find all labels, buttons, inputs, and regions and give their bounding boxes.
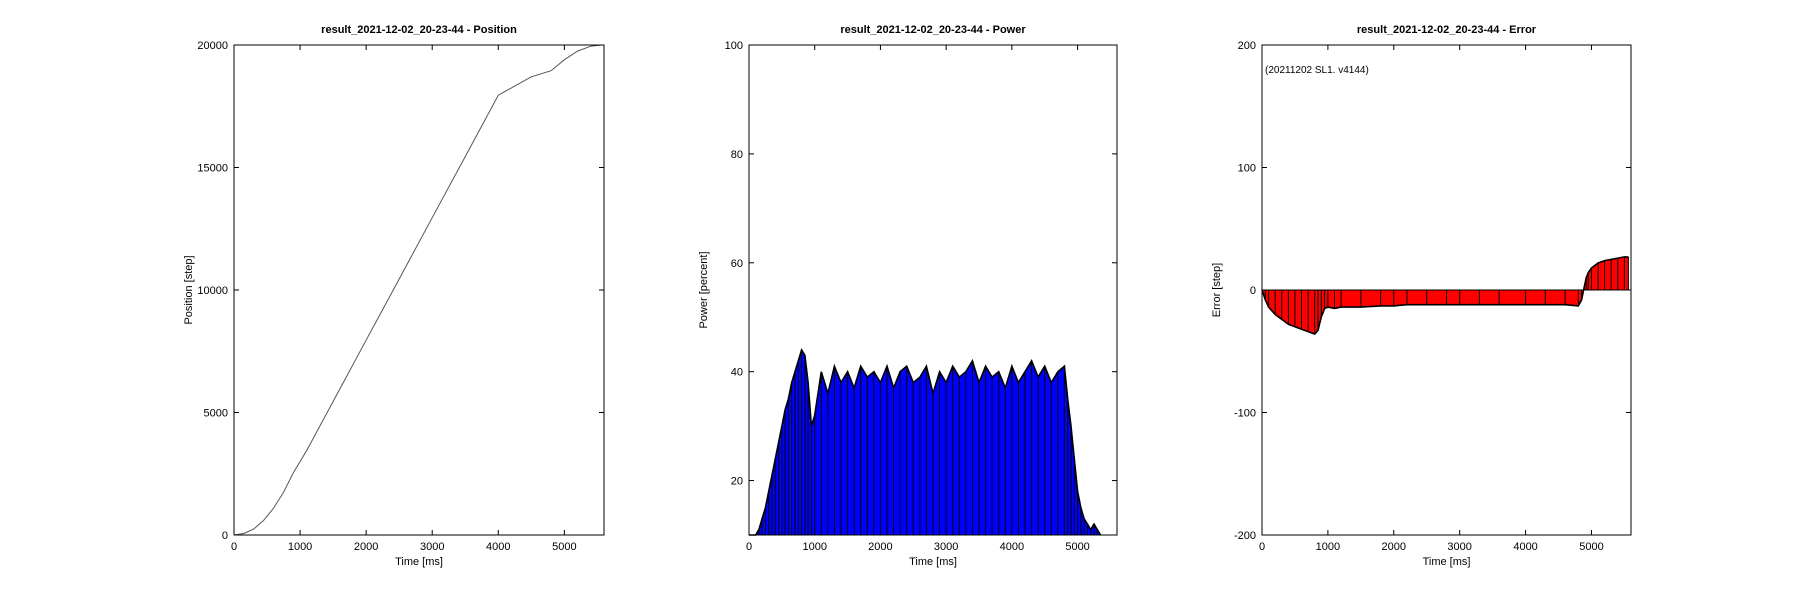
error-y-axis-label: Error [step]: [1211, 263, 1223, 317]
power-x-axis-label: Time [ms]: [909, 556, 957, 568]
power-y-tick-label: 20: [731, 476, 743, 488]
power-y-tick-label: 100: [725, 40, 743, 52]
error-y-tick-label: 200: [1238, 40, 1256, 52]
error-chart-title: result_2021-12-02_20-23-44 - Error: [1357, 24, 1537, 36]
power-chart-title: result_2021-12-02_20-23-44 - Power: [840, 24, 1026, 36]
error-area-edge: [1261, 256, 1629, 336]
power-y-tick-label: 60: [731, 258, 743, 270]
position-y-tick-label: 20000: [197, 40, 228, 52]
error-x-tick-label: 1000: [1316, 541, 1340, 553]
power-axes-box: [748, 44, 1118, 536]
error-chart: 0 1000 2000 3000 4000 5000 -200 -100 0 100 200 resu…: [1211, 24, 1632, 568]
power-area-fill: [749, 349, 1101, 535]
position-series-line: [233, 44, 602, 536]
position-chart: 0 1000 2000 3000 4000 5000 0 5000 10000 15000 2000…: [183, 24, 605, 568]
power-x-tick-label: 4000: [1000, 541, 1024, 553]
position-y-tick-label: 0: [222, 530, 228, 542]
error-x-tick-label: 2000: [1382, 541, 1406, 553]
error-y-tick-label: -100: [1234, 408, 1256, 420]
power-area-edge: [749, 347, 1102, 536]
position-x-tick-label: 4000: [486, 541, 510, 553]
position-x-tick-label: 3000: [420, 541, 444, 553]
position-x-tick-label: 2000: [354, 541, 378, 553]
power-y-axis-label: Power [percent]: [698, 251, 710, 328]
error-x-axis-label: Time [ms]: [1423, 556, 1471, 568]
error-area-fill: [1262, 256, 1629, 335]
position-x-tick-label: 0: [231, 541, 237, 553]
position-chart-title: result_2021-12-02_20-23-44 - Position: [321, 24, 517, 36]
position-x-tick-label: 1000: [288, 541, 312, 553]
power-chart: 0 1000 2000 3000 4000 5000 20 40 60 80 100 result_2…: [698, 24, 1118, 568]
error-y-tick-label: 100: [1238, 163, 1256, 175]
error-annotation: (20211202 SL1. v4144): [1265, 65, 1369, 76]
power-x-tick-label: 3000: [934, 541, 958, 553]
power-y-tick-label: 80: [731, 149, 743, 161]
position-y-tick-label: 10000: [197, 285, 228, 297]
error-x-tick-label: 4000: [1513, 541, 1537, 553]
power-y-tick-label: 40: [731, 367, 743, 379]
error-y-tick-label: 0: [1250, 285, 1256, 297]
power-x-tick-label: 0: [746, 541, 752, 553]
position-y-tick-label: 5000: [204, 408, 228, 420]
position-y-axis-label: Position [step]: [183, 255, 195, 324]
error-x-tick-label: 3000: [1447, 541, 1471, 553]
position-y-tick-label: 15000: [197, 163, 228, 175]
error-x-tick-label: 5000: [1579, 541, 1603, 553]
position-x-axis-label: Time [ms]: [395, 556, 443, 568]
power-x-tick-label: 5000: [1065, 541, 1089, 553]
error-x-tick-label: 0: [1259, 541, 1265, 553]
position-x-tick-label: 5000: [552, 541, 576, 553]
power-x-tick-label: 1000: [802, 541, 826, 553]
power-x-tick-label: 2000: [868, 541, 892, 553]
error-y-tick-label: -200: [1234, 530, 1256, 542]
